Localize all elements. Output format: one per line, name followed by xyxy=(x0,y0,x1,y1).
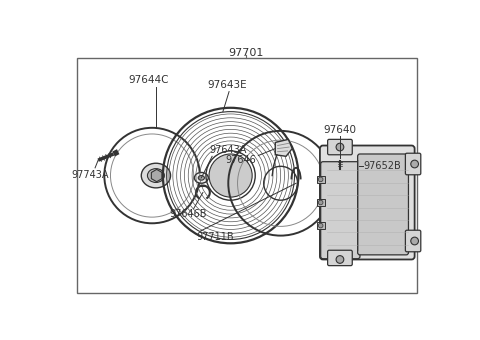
Circle shape xyxy=(336,256,344,264)
Bar xyxy=(337,158,343,161)
Bar xyxy=(77,58,417,293)
FancyBboxPatch shape xyxy=(328,139,352,155)
Circle shape xyxy=(318,177,323,182)
Circle shape xyxy=(411,160,419,168)
Circle shape xyxy=(209,154,252,197)
Text: 97743A: 97743A xyxy=(72,170,109,180)
FancyBboxPatch shape xyxy=(321,162,360,259)
FancyBboxPatch shape xyxy=(328,250,352,266)
Ellipse shape xyxy=(147,169,164,183)
Text: 97652B: 97652B xyxy=(364,160,402,171)
Text: 97646B: 97646B xyxy=(169,209,207,219)
FancyBboxPatch shape xyxy=(320,146,415,259)
Circle shape xyxy=(318,223,323,228)
Circle shape xyxy=(318,200,323,205)
Bar xyxy=(317,199,324,206)
Text: 97646: 97646 xyxy=(225,155,256,165)
FancyBboxPatch shape xyxy=(358,154,408,255)
Circle shape xyxy=(336,143,344,151)
Text: 97643A: 97643A xyxy=(210,145,247,155)
Text: 97644C: 97644C xyxy=(128,75,168,85)
Polygon shape xyxy=(275,139,292,156)
Text: 97640: 97640 xyxy=(324,125,357,135)
Ellipse shape xyxy=(194,172,208,183)
Text: 97711B: 97711B xyxy=(196,232,234,242)
FancyBboxPatch shape xyxy=(406,230,421,252)
Text: 97643E: 97643E xyxy=(207,80,247,90)
Bar xyxy=(317,222,324,230)
Bar xyxy=(317,175,324,183)
Ellipse shape xyxy=(141,163,170,188)
Polygon shape xyxy=(346,156,359,172)
Circle shape xyxy=(411,237,419,245)
FancyBboxPatch shape xyxy=(406,153,421,175)
Text: 97701: 97701 xyxy=(228,49,264,58)
Ellipse shape xyxy=(198,175,204,180)
